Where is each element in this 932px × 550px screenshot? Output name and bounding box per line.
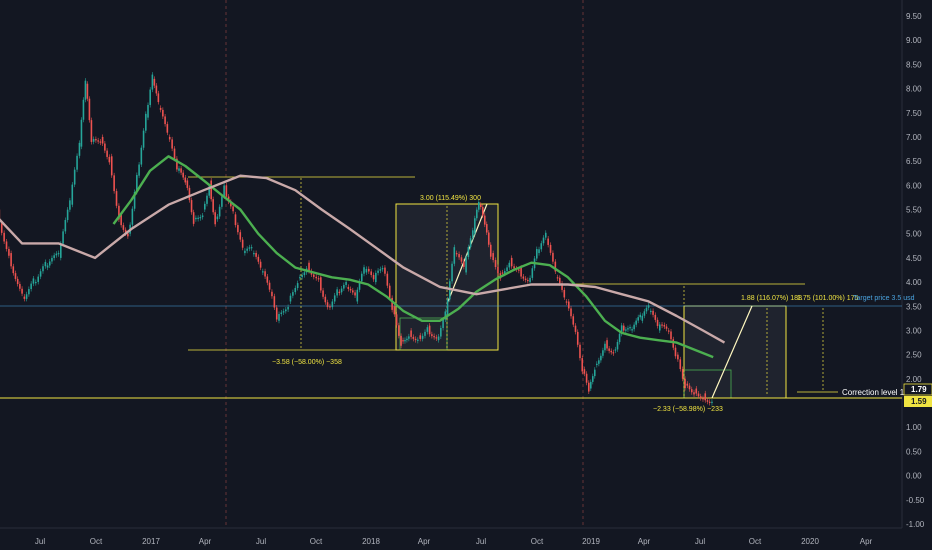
y-tick-label: 2.00 bbox=[906, 375, 922, 384]
projection-line-2[interactable] bbox=[711, 305, 753, 399]
x-tick-label: 2020 bbox=[801, 537, 819, 546]
y-tick-label: 6.50 bbox=[906, 157, 922, 166]
y-tick-label: 3.50 bbox=[906, 302, 922, 311]
x-tick-label: Jul bbox=[695, 537, 705, 546]
y-tick-label: 3.00 bbox=[906, 326, 922, 335]
y-tick-label: -0.50 bbox=[906, 496, 925, 505]
x-tick-label: 2018 bbox=[362, 537, 380, 546]
measure-5-label: 1.75 (101.00%) 175 bbox=[797, 295, 859, 302]
correction-level-label: Correction level 1.59 usd bbox=[842, 388, 931, 397]
y-tick-label: 8.00 bbox=[906, 85, 922, 94]
target-price-label: Target price 3.5 usd bbox=[853, 295, 915, 302]
time-axis[interactable]: Jul Oct 2017 Apr Jul Oct 2018 Apr Jul Oct 2019 Apr J… bbox=[35, 537, 873, 546]
x-tick-label: Apr bbox=[860, 537, 873, 546]
price-tag-179-box bbox=[903, 383, 932, 396]
y-tick-label: 1.00 bbox=[906, 423, 922, 432]
moving-average-slow-line[interactable] bbox=[0, 174, 726, 344]
price-tag-159-box bbox=[904, 396, 932, 407]
x-tick-label: Jul bbox=[256, 537, 266, 546]
x-tick-label: Apr bbox=[638, 537, 651, 546]
y-tick-label: 2.50 bbox=[906, 351, 922, 360]
y-tick-label: 9.50 bbox=[906, 12, 922, 21]
measure-1-label: −3.58 (−58.00%) −358 bbox=[272, 359, 342, 366]
price-axis[interactable]: 9.50 9.00 8.50 8.00 7.50 7.00 6.50 6.00 5.50 5.00… bbox=[906, 12, 925, 529]
y-tick-label: 4.50 bbox=[906, 254, 922, 263]
y-tick-label: -1.00 bbox=[906, 520, 925, 529]
measure-2-label: 3.00 (115.49%) 300 bbox=[420, 195, 481, 202]
x-tick-label: Jul bbox=[476, 537, 486, 546]
price-tag-179: 1.79 bbox=[911, 385, 927, 394]
y-tick-label: 7.00 bbox=[906, 133, 922, 142]
y-tick-label: 6.00 bbox=[906, 181, 922, 190]
projection-line-1[interactable] bbox=[446, 203, 488, 305]
measure-4-label: 1.88 (116.07%) 188 bbox=[741, 295, 802, 302]
measure-3-label: −2.33 (−58.98%) −233 bbox=[653, 406, 723, 413]
y-tick-label: 5.00 bbox=[906, 230, 922, 239]
y-tick-label: 7.50 bbox=[906, 109, 922, 118]
x-tick-label: Oct bbox=[90, 537, 103, 546]
y-tick-label: 4.00 bbox=[906, 278, 922, 287]
price-tag-159: 1.59 bbox=[911, 397, 927, 406]
y-tick-label: 9.00 bbox=[906, 36, 922, 45]
x-tick-label: Apr bbox=[418, 537, 431, 546]
series-layer bbox=[0, 72, 726, 406]
x-tick-label: 2019 bbox=[582, 537, 600, 546]
y-tick-label: 8.50 bbox=[906, 60, 922, 69]
x-tick-label: 2017 bbox=[142, 537, 160, 546]
y-tick-label: 0.00 bbox=[906, 472, 922, 481]
y-tick-label: 5.50 bbox=[906, 206, 922, 215]
x-tick-label: Oct bbox=[310, 537, 323, 546]
x-tick-label: Jul bbox=[35, 537, 45, 546]
y-tick-label: 0.50 bbox=[906, 447, 922, 456]
x-tick-label: Apr bbox=[199, 537, 212, 546]
x-tick-label: Oct bbox=[749, 537, 762, 546]
x-tick-label: Oct bbox=[531, 537, 544, 546]
